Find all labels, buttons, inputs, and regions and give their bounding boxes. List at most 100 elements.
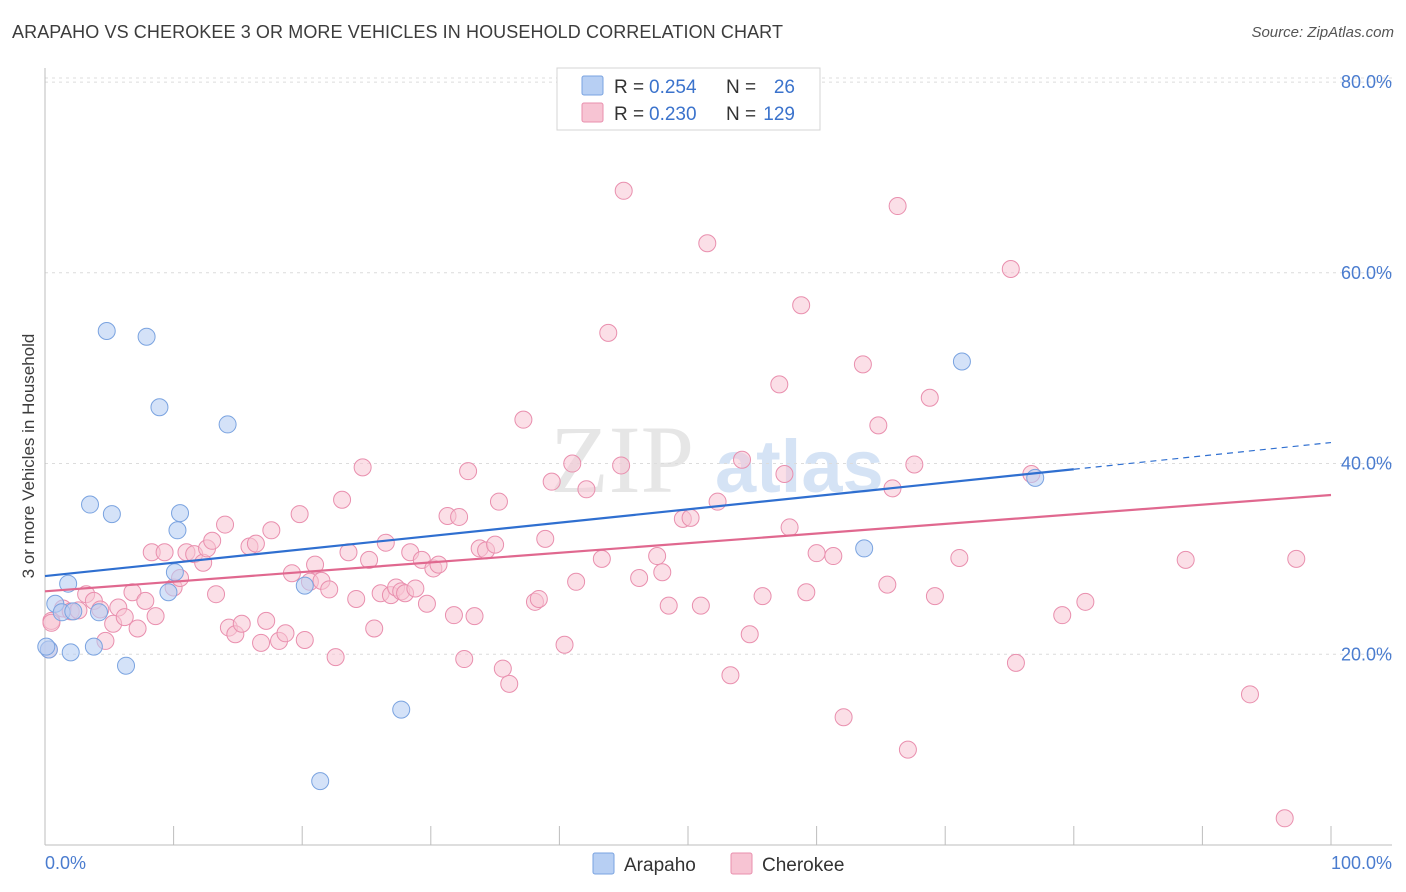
arapaho-point [59, 574, 78, 593]
cherokee-point [824, 547, 843, 566]
cherokee-point [444, 606, 463, 625]
arapaho-point [150, 398, 169, 417]
arapaho-point [102, 505, 121, 524]
cherokee-point [1006, 653, 1025, 672]
cherokee-point [542, 472, 561, 491]
cherokee-point [950, 548, 969, 567]
cherokee-point [128, 619, 147, 638]
cherokee-point [612, 456, 631, 475]
cherokee-point [1001, 259, 1020, 278]
arapaho-point [117, 656, 136, 675]
legend-arapaho-swatch [581, 75, 604, 96]
cherokee-point [246, 534, 265, 553]
legend-arapaho-n-label: N = [726, 77, 756, 98]
cherokee-point [614, 181, 633, 200]
cherokee-point [216, 515, 235, 534]
cherokee-point [455, 650, 474, 669]
axes [44, 68, 1392, 846]
bottom-legend-cherokee-label: Cherokee [762, 855, 844, 876]
bottom-legend-arapaho-label: Arapaho [624, 855, 696, 876]
cherokee-point [262, 521, 281, 540]
chart-title: ARAPAHO VS CHEROKEE 3 OR MORE VEHICLES I… [12, 22, 784, 42]
bottom-legend-arapaho-swatch [592, 852, 615, 875]
cherokee-point [320, 580, 339, 599]
cherokee-point [775, 465, 794, 484]
cherokee-point [853, 355, 872, 374]
cherokee-point [155, 543, 174, 562]
cherokee-point [203, 531, 222, 550]
arapaho-point [165, 563, 184, 582]
cherokee-point [486, 535, 505, 554]
y-tick-labels: 20.0% 40.0% 60.0% 80.0% [1341, 72, 1392, 664]
arapaho-point [311, 772, 330, 791]
cherokee-point [429, 555, 448, 574]
cherokee-point [115, 608, 134, 627]
cherokee-point [898, 740, 917, 759]
cherokee-point [599, 323, 618, 342]
arapaho-points [37, 321, 1045, 791]
cherokee-point [257, 611, 276, 630]
arapaho-point [168, 521, 187, 540]
y-tick-label: 60.0% [1341, 263, 1392, 283]
cherokee-point [1275, 809, 1294, 828]
arapaho-point [855, 539, 874, 558]
cherokee-point [577, 480, 596, 499]
cherokee-point [905, 455, 924, 474]
cherokee-point [514, 410, 533, 429]
cherokee-point [326, 648, 345, 667]
cherokee-point [740, 625, 759, 644]
cherokee-point [555, 635, 574, 654]
cherokee-point [276, 624, 295, 643]
cherokee-point [733, 450, 752, 469]
arapaho-point [64, 602, 83, 621]
cherokee-point [207, 585, 226, 604]
arapaho-point [84, 637, 103, 656]
cherokee-point [376, 533, 395, 552]
legend-cherokee-swatch [581, 102, 604, 123]
legend-cherokee-n-value: 129 [763, 104, 795, 125]
cherokee-point [536, 529, 555, 548]
arapaho-point [171, 504, 190, 523]
cherokee-point [1053, 606, 1072, 625]
cherokee-point [567, 572, 586, 591]
arapaho-point [392, 700, 411, 719]
cherokee-point [136, 591, 155, 610]
cherokee-point [925, 587, 944, 606]
arapaho-point [295, 576, 314, 595]
cherokee-point [406, 579, 425, 598]
legend-cherokee-r-label: R = [614, 104, 644, 125]
trendlines [44, 441, 1332, 593]
cherokee-point [1240, 685, 1259, 704]
legend-arapaho-r-value: 0.254 [649, 77, 697, 98]
arapaho-point [159, 583, 178, 602]
bottom-legend-cherokee-swatch [730, 852, 753, 875]
cherokee-point [563, 454, 582, 473]
cherokee-point [630, 568, 649, 587]
cherokee-point [681, 508, 700, 527]
cherokee-point [698, 234, 717, 253]
cherokee-point [360, 550, 379, 569]
legend-arapaho-r-label: R = [614, 77, 644, 98]
cherokee-point [365, 619, 384, 638]
y-axis-title: 3 or more Vehicles in Household [19, 334, 38, 579]
x-tick-label-min: 0.0% [45, 853, 86, 873]
cherokee-point [459, 462, 478, 481]
cherokee-point [333, 490, 352, 509]
arapaho-trendline [44, 468, 1074, 578]
source-label: Source: ZipAtlas.com [1251, 24, 1394, 41]
x-ticks [44, 826, 1332, 845]
cherokee-point [290, 505, 309, 524]
y-tick-label: 20.0% [1341, 644, 1392, 664]
cherokee-point [721, 666, 740, 685]
arapaho-point [952, 352, 971, 371]
legend-cherokee-n-label: N = [726, 104, 756, 125]
grid [45, 77, 1392, 655]
cherokee-point [417, 594, 436, 613]
cherokee-point [489, 492, 508, 511]
arapaho-point [90, 603, 109, 622]
cherokee-point [920, 388, 939, 407]
bottom-legend: Arapaho Cherokee [592, 852, 844, 876]
cherokee-point [1076, 592, 1095, 611]
cherokee-point [232, 614, 251, 633]
